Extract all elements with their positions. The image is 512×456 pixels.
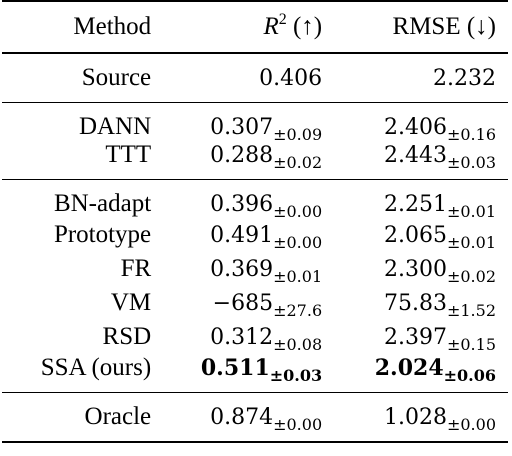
header-r2: R2 (↑) [153, 2, 322, 53]
rmse-value: 75.83 [383, 291, 447, 316]
r2-value: 0.312 [210, 325, 274, 350]
rmse-value: 1.028 [383, 405, 447, 430]
method-name: VM [110, 289, 152, 316]
rmse-cell: 75.83±1.52 [322, 286, 508, 320]
method-name: BN-adapt [53, 190, 152, 217]
table-row: BN-adapt 0.396±0.00 2.251±0.01 [2, 180, 508, 221]
r2-cell: 0.406 [153, 54, 322, 103]
r2-std: ±0.02 [273, 153, 323, 172]
header-rmse: RMSE (↓) [392, 13, 496, 40]
rmse-std: ±0.01 [446, 202, 496, 221]
rmse-std: ±0.15 [446, 335, 496, 354]
r2-value: 0.874 [210, 405, 274, 430]
rmse-std: ±1.52 [446, 301, 496, 320]
method-name: SSA (ours) [40, 354, 152, 381]
method-name: DANN [78, 113, 152, 140]
method-name: FR [120, 255, 152, 282]
table-row: DANN 0.307±0.09 2.406±0.16 [2, 103, 508, 144]
header-row: Method R2 (↑) RMSE (↓) [2, 2, 508, 53]
r2-std: ±0.00 [273, 233, 323, 252]
table-row: SSA (ours) 0.511±0.03 2.024±0.06 [2, 354, 508, 393]
r2-cell: 0.491±0.00 [153, 218, 322, 252]
rmse-cell: 2.443±0.03 [322, 141, 508, 180]
group-rule [2, 179, 508, 180]
rmse-std: ±0.02 [446, 267, 496, 286]
rmse-value: 2.406 [383, 115, 447, 140]
rmse-value: 2.443 [383, 143, 447, 168]
r2-std: ±0.00 [273, 202, 323, 221]
rmse-value: 2.065 [383, 223, 447, 248]
r2-cell: 0.307±0.09 [153, 103, 323, 144]
table-row: FR 0.369±0.01 2.300±0.02 [2, 252, 508, 286]
table-row: VM −685±27.6 75.83±1.52 [2, 286, 508, 320]
rmse-cell: 1.028±0.00 [322, 393, 508, 442]
r2-superscript: 2 [278, 11, 287, 28]
r2-cell: 0.874±0.00 [153, 393, 322, 442]
group-rule [2, 392, 508, 393]
r2-value: −685 [212, 291, 274, 316]
r2-value: 0.396 [210, 192, 274, 217]
rmse-cell: 2.065±0.01 [322, 218, 508, 252]
r2-cell: 0.369±0.01 [153, 252, 322, 286]
r2-cell: 0.288±0.02 [153, 141, 322, 180]
rmse-value: 2.251 [383, 192, 447, 217]
table-row: Prototype 0.491±0.00 2.065±0.01 [2, 218, 508, 252]
r2-cell: 0.511±0.03 [153, 354, 322, 393]
rmse-std: ±0.16 [446, 125, 496, 144]
results-table: Method R2 (↑) RMSE (↓) Source 0.406 2.232 D… [2, 0, 508, 444]
r2-value: 0.307 [210, 115, 274, 140]
rmse-std: ±0.03 [446, 153, 496, 172]
r2-value: 0.406 [259, 66, 323, 91]
table-row: Source 0.406 2.232 [2, 54, 508, 103]
rmse-value: 2.024 [374, 355, 444, 381]
rmse-std: ±0.00 [446, 415, 496, 434]
table-row: TTT 0.288±0.02 2.443±0.03 [2, 141, 508, 180]
bottom-rule [2, 441, 508, 444]
method-name: RSD [102, 323, 152, 350]
r2-std: ±0.09 [273, 125, 323, 144]
rmse-std: ±0.06 [443, 366, 496, 385]
rmse-cell: 2.251±0.01 [322, 180, 508, 221]
table-row: Oracle 0.874±0.00 1.028±0.00 [2, 393, 508, 442]
method-name: Source [81, 64, 152, 91]
r2-arrow: (↑) [292, 13, 323, 40]
r2-value: 0.288 [210, 143, 274, 168]
r2-cell: −685±27.6 [153, 286, 322, 320]
r2-std: ±0.03 [269, 366, 323, 385]
r2-std: ±0.00 [273, 415, 323, 434]
method-name: Oracle [84, 403, 152, 430]
rmse-value: 2.232 [433, 66, 496, 91]
r2-std: ±0.08 [273, 335, 323, 354]
r2-cell: 0.312±0.08 [153, 320, 322, 354]
r2-value: 0.511 [200, 355, 270, 381]
method-name: TTT [105, 141, 152, 168]
table-row: RSD 0.312±0.08 2.397±0.15 [2, 320, 508, 354]
rmse-cell: 2.300±0.02 [322, 252, 508, 286]
r2-std: ±27.6 [273, 301, 323, 320]
rmse-cell: 2.406±0.16 [322, 103, 508, 144]
header-method: Method [73, 13, 152, 40]
r2-cell: 0.396±0.00 [153, 180, 323, 221]
rmse-cell: 2.024±0.06 [322, 354, 508, 393]
r2-std: ±0.01 [273, 267, 323, 286]
rmse-cell: 2.232 [322, 54, 508, 103]
rmse-value: 2.300 [383, 257, 447, 282]
table-body: Method R2 (↑) RMSE (↓) Source 0.406 2.232 D… [2, 0, 508, 444]
r2-value: 0.369 [210, 257, 274, 282]
method-name: Prototype [53, 221, 152, 248]
rmse-cell: 2.397±0.15 [322, 320, 508, 354]
group-rule [2, 102, 508, 103]
r2-value: 0.491 [210, 223, 274, 248]
rmse-value: 2.397 [383, 325, 447, 350]
r2-symbol: R [263, 13, 279, 40]
rmse-std: ±0.01 [446, 233, 496, 252]
